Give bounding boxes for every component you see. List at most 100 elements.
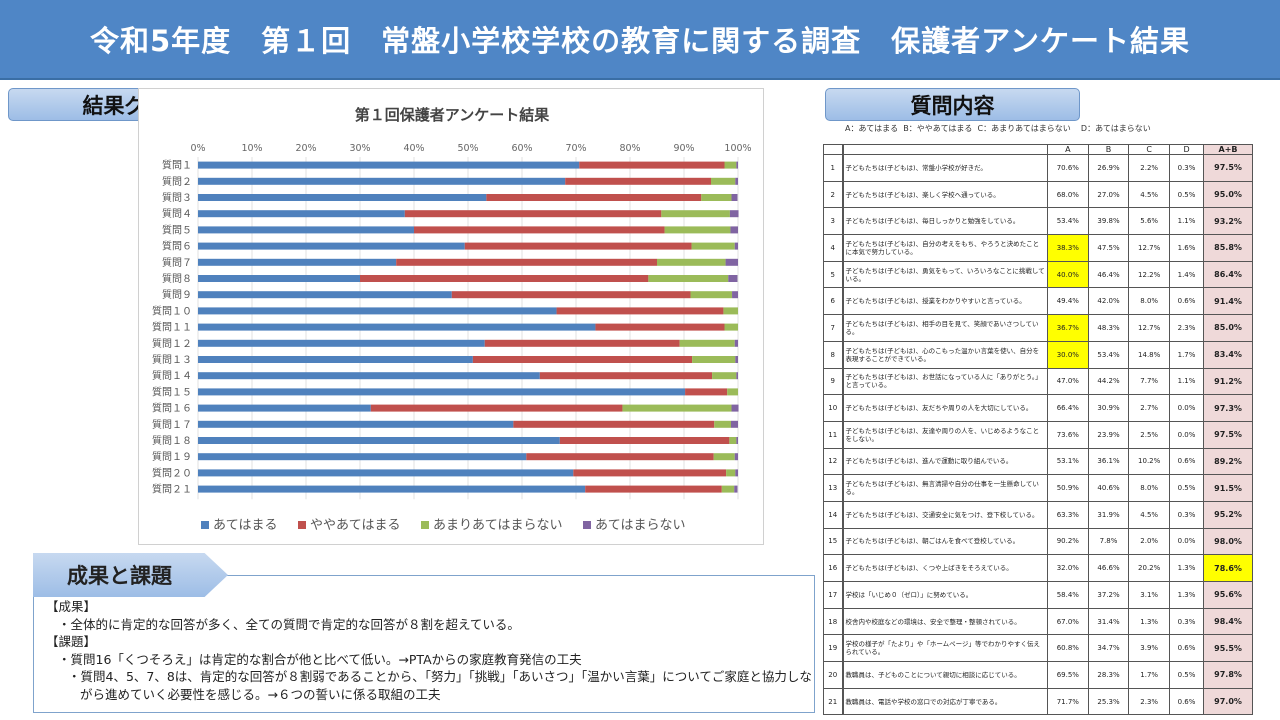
question-number: 15 — [823, 527, 843, 556]
bar-segment — [198, 275, 360, 282]
value-a: 32.0% — [1047, 554, 1089, 582]
value-a-plus-b: 97.0% — [1203, 687, 1253, 716]
bar-segment — [731, 404, 739, 412]
y-tick-label: 質問９ — [162, 288, 192, 301]
value-c: 20.2% — [1128, 554, 1171, 582]
value-a-plus-b: 86.4% — [1203, 260, 1253, 289]
question-number: 8 — [823, 340, 843, 369]
legend-swatch — [298, 521, 306, 529]
bar-segment — [198, 437, 560, 444]
question-text: 子どもたちは(子どもは)、自分の考えをもち、やろうと決めたことに本気で努力してい… — [841, 234, 1048, 262]
value-d: 2.3% — [1169, 314, 1205, 342]
table-row: 15 子どもたちは(子どもは)、朝ごはんを食べて登校している。 90.2% 7.8% 2… — [823, 527, 1253, 556]
table-row: 4 子どもたちは(子どもは)、自分の考えをもち、やろうと決めたことに本気で努力して… — [823, 234, 1253, 262]
bar-segment — [729, 210, 739, 218]
bar-segment — [198, 323, 596, 331]
bar-segment — [685, 388, 728, 396]
question-number: 13 — [823, 474, 843, 502]
bar-segment — [735, 177, 738, 185]
table-row: 21 教職員は、電話や学校の窓口での対応が丁寧である。 71.7% 25.3% 2.3%… — [823, 687, 1253, 716]
bar-segment — [723, 307, 738, 315]
value-a: 40.0% — [1047, 260, 1089, 289]
question-number: 14 — [823, 500, 843, 529]
table-header-cell: C — [1128, 144, 1171, 155]
value-a-plus-b: 97.5% — [1203, 154, 1253, 182]
question-number: 17 — [823, 581, 843, 609]
x-tick-label: 70% — [565, 143, 586, 154]
value-c: 12.7% — [1128, 314, 1171, 342]
value-a-plus-b: 83.4% — [1203, 340, 1253, 369]
value-b: 36.1% — [1087, 447, 1130, 476]
table-row: 19 学校の様子が「たより」や「ホームページ」等でわかりやすく伝えられている。 60… — [823, 634, 1253, 663]
bar-segment — [724, 323, 738, 331]
x-tick-label: 100% — [724, 143, 751, 154]
value-b: 42.0% — [1087, 287, 1130, 316]
bar-segment — [198, 469, 574, 477]
bar-segment — [732, 291, 738, 299]
bar-segment — [724, 161, 737, 169]
bar-segment — [370, 404, 623, 412]
y-tick-label: 質問２０ — [152, 466, 192, 479]
question-text: 教職員は、子どものことについて親切に相談に応じている。 — [841, 661, 1048, 689]
kadai-heading: 【課題】 — [46, 634, 97, 649]
y-tick-label: 質問２１ — [152, 483, 192, 496]
x-tick-label: 90% — [673, 143, 694, 154]
value-d: 0.6% — [1169, 287, 1205, 316]
question-text: 子どもたちは(子どもは)、友だちや周りの人を大切にしている。 — [841, 394, 1048, 422]
bar-segment — [360, 275, 649, 282]
y-tick-label: 質問７ — [162, 256, 192, 269]
question-text: 子どもたちは(子どもは)、進んで運動に取り組んでいる。 — [841, 447, 1048, 476]
bar-segment — [559, 437, 730, 444]
value-d: 0.3% — [1169, 607, 1205, 636]
value-d: 1.6% — [1169, 234, 1205, 262]
value-a-plus-b: 95.5% — [1203, 634, 1253, 663]
bar-segment — [731, 194, 738, 201]
value-d: 0.0% — [1169, 394, 1205, 422]
bar-segment — [198, 307, 557, 315]
kadai-text-2: ・質問4、5、7、8は、肯定的な回答が８割弱であることから、「努力」「挑戦」「あ… — [68, 669, 812, 702]
bar-segment — [735, 356, 738, 363]
value-a: 50.9% — [1047, 474, 1089, 502]
kadai-text-1: ・質問16「くつそろえ」は肯定的な割合が他と比べて低い。→PTAからの家庭教育発… — [58, 651, 582, 667]
value-a: 60.8% — [1047, 634, 1089, 663]
value-c: 10.2% — [1128, 447, 1171, 476]
question-text: 子どもたちは(子どもは)、相手の目を見て、笑顔であいさつしている。 — [841, 314, 1048, 342]
answer-legend: A：あてはまる B：ややあてはまる C：あまりあてはまらない D：あてはまらない — [845, 124, 1151, 133]
bar-segment — [690, 291, 733, 299]
question-number: 9 — [823, 367, 843, 396]
value-b: 7.8% — [1087, 527, 1130, 556]
y-tick-label: 質問２ — [162, 175, 192, 188]
bar-segment — [556, 307, 724, 315]
question-number: 1 — [823, 154, 843, 182]
question-number: 3 — [823, 207, 843, 236]
value-b: 27.0% — [1087, 180, 1130, 209]
value-a: 69.5% — [1047, 661, 1089, 689]
value-a: 73.6% — [1047, 420, 1089, 449]
bar-segment — [526, 453, 714, 461]
question-text: 学校の様子が「たより」や「ホームページ」等でわかりやすく伝えられている。 — [841, 634, 1048, 663]
bar-segment — [486, 194, 702, 201]
bar-segment — [198, 226, 414, 234]
bar-segment — [711, 177, 736, 185]
value-a: 68.0% — [1047, 180, 1089, 209]
value-b: 46.4% — [1087, 260, 1130, 289]
value-a: 58.4% — [1047, 581, 1089, 609]
page-title: 令和5年度 第１回 常盤小学校学校の教育に関する調査 保護者アンケート結果 — [89, 24, 1191, 58]
table-header-cell — [823, 144, 843, 155]
value-d: 0.6% — [1169, 687, 1205, 716]
value-b: 39.8% — [1087, 207, 1130, 236]
table-header-cell: A — [1047, 144, 1089, 155]
table-row: 7 子どもたちは(子どもは)、相手の目を見て、笑顔であいさつしている。 36.7% 4… — [823, 314, 1253, 342]
question-text: 教職員は、電話や学校の窓口での対応が丁寧である。 — [841, 687, 1048, 716]
value-b: 48.3% — [1087, 314, 1130, 342]
bar-segment — [414, 226, 665, 234]
bar-segment — [404, 210, 662, 218]
value-c: 8.0% — [1128, 474, 1171, 502]
value-d: 0.6% — [1169, 447, 1205, 476]
bar-segment — [692, 356, 736, 363]
table-row: 2 子どもたちは(子どもは)、楽しく学校へ通っている。 68.0% 27.0% 4.5%… — [823, 180, 1253, 209]
bar-segment — [736, 372, 738, 380]
question-number: 16 — [823, 554, 843, 582]
value-a-plus-b: 91.5% — [1203, 474, 1253, 502]
chart-area: 第１回保護者アンケート結果 0% 10% 20% 30% 40% 50% 60% 70% 80% 9… — [138, 88, 764, 545]
